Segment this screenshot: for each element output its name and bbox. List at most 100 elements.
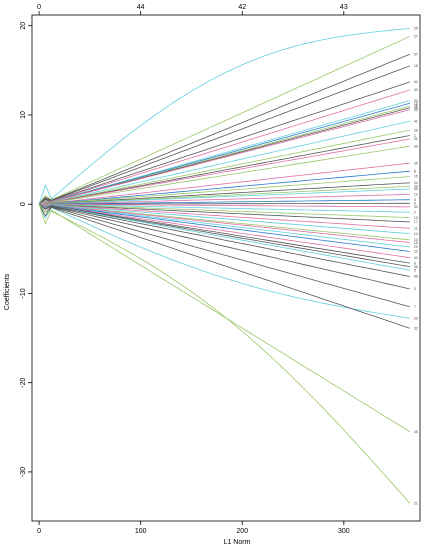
series-end-labels: 2527371644303319283843412613139358152420…	[414, 27, 418, 506]
series-line-30	[38, 89, 410, 205]
series-end-label-15: 15	[414, 175, 418, 179]
series-line-16	[38, 65, 410, 205]
series-end-label-44: 44	[414, 80, 418, 84]
series-line-36	[38, 203, 410, 268]
y-tick-label: 10	[20, 111, 27, 119]
series-end-label-10: 10	[414, 238, 418, 242]
top-tick-label: 44	[137, 4, 145, 11]
series-line-27	[38, 36, 410, 205]
series-end-label-27: 27	[414, 35, 418, 39]
plot-frame	[31, 14, 421, 522]
series-end-label-4: 4	[414, 198, 416, 202]
series-line-34	[39, 203, 410, 208]
series-end-label-46: 46	[414, 275, 418, 279]
series-line-46	[38, 203, 410, 277]
series-end-label-7: 7	[414, 305, 416, 309]
series-line-21	[38, 203, 411, 504]
y-tick-label: -10	[20, 288, 27, 298]
series-line-35	[39, 162, 410, 205]
series-end-label-9: 9	[414, 201, 416, 205]
x-tick-label: 300	[338, 528, 350, 535]
series-end-label-13: 13	[414, 216, 418, 220]
x-tick-label: 0	[37, 528, 41, 535]
top-tick-label: 42	[238, 4, 246, 11]
series-end-label-22: 22	[414, 250, 418, 254]
series-end-label-2: 2	[414, 210, 416, 214]
series-end-label-31: 31	[414, 137, 418, 141]
series-end-label-23: 23	[414, 317, 418, 321]
series-end-label-33: 33	[414, 99, 418, 103]
series-end-label-20: 20	[414, 185, 418, 189]
series-end-label-41: 41	[414, 119, 418, 123]
series-end-label-12: 12	[414, 193, 418, 197]
y-tick-label: -20	[20, 378, 27, 388]
series-end-label-6: 6	[414, 261, 416, 265]
series-lines	[38, 28, 411, 504]
series-end-label-40: 40	[414, 187, 418, 191]
series-line-14	[39, 203, 410, 234]
series-end-label-17: 17	[414, 220, 418, 224]
series-line-24	[39, 182, 410, 205]
series-line-7	[38, 203, 410, 308]
x-axis-title: L1 Norm	[224, 539, 251, 546]
series-line-9	[39, 202, 410, 205]
series-end-label-34: 34	[414, 205, 418, 209]
series-end-label-24: 24	[414, 181, 418, 185]
y-axis-title: Coefficients	[4, 273, 11, 310]
series-line-17	[39, 203, 410, 223]
series-end-label-38: 38	[414, 106, 418, 110]
series-line-19	[38, 102, 410, 205]
series-end-label-32: 32	[414, 326, 418, 330]
series-line-22	[38, 203, 410, 252]
series-line-6	[38, 203, 410, 264]
series-line-5	[38, 203, 410, 271]
top-tick-label: 0	[37, 4, 41, 11]
series-line-2	[39, 203, 410, 213]
x-tick-label: 100	[135, 528, 147, 535]
y-tick-label: 0	[20, 202, 27, 206]
series-end-label-42: 42	[414, 256, 418, 260]
series-end-label-8: 8	[414, 169, 416, 173]
series-end-label-25: 25	[414, 27, 418, 31]
series-line-25	[38, 28, 410, 205]
series-line-41	[38, 120, 410, 205]
series-line-18	[39, 203, 410, 243]
series-end-label-5: 5	[414, 268, 416, 272]
series-line-11	[39, 203, 410, 229]
series-end-label-45: 45	[414, 430, 418, 434]
series-line-39	[38, 145, 410, 205]
series-line-45	[38, 204, 411, 433]
series-end-label-11: 11	[414, 226, 418, 230]
series-line-13	[39, 203, 410, 218]
series-line-32	[38, 204, 410, 329]
series-end-label-43: 43	[414, 108, 418, 112]
series-end-label-28: 28	[414, 104, 418, 108]
series-line-42	[38, 203, 410, 259]
series-end-label-3: 3	[414, 287, 416, 291]
x-tick-label: 200	[236, 528, 248, 535]
series-line-3	[38, 203, 410, 290]
series-line-31	[38, 138, 410, 205]
series-end-label-21: 21	[414, 501, 418, 505]
series-line-12	[39, 194, 410, 205]
series-line-29	[38, 203, 410, 248]
series-line-44	[38, 81, 410, 205]
series-line-8	[39, 170, 410, 205]
top-tick-label: 43	[340, 4, 348, 11]
series-end-label-30: 30	[414, 88, 418, 92]
series-line-40	[39, 188, 410, 205]
series-line-43	[38, 109, 410, 205]
series-end-label-19: 19	[414, 102, 418, 106]
series-line-1	[38, 135, 410, 205]
series-end-label-14: 14	[414, 232, 418, 236]
y-tick-label: 20	[20, 22, 27, 30]
series-end-label-26: 26	[414, 128, 418, 132]
series-end-label-37: 37	[414, 52, 418, 56]
series-line-15	[39, 176, 410, 205]
series-line-26	[38, 129, 410, 205]
series-end-label-16: 16	[414, 64, 418, 68]
series-line-4	[39, 199, 410, 205]
